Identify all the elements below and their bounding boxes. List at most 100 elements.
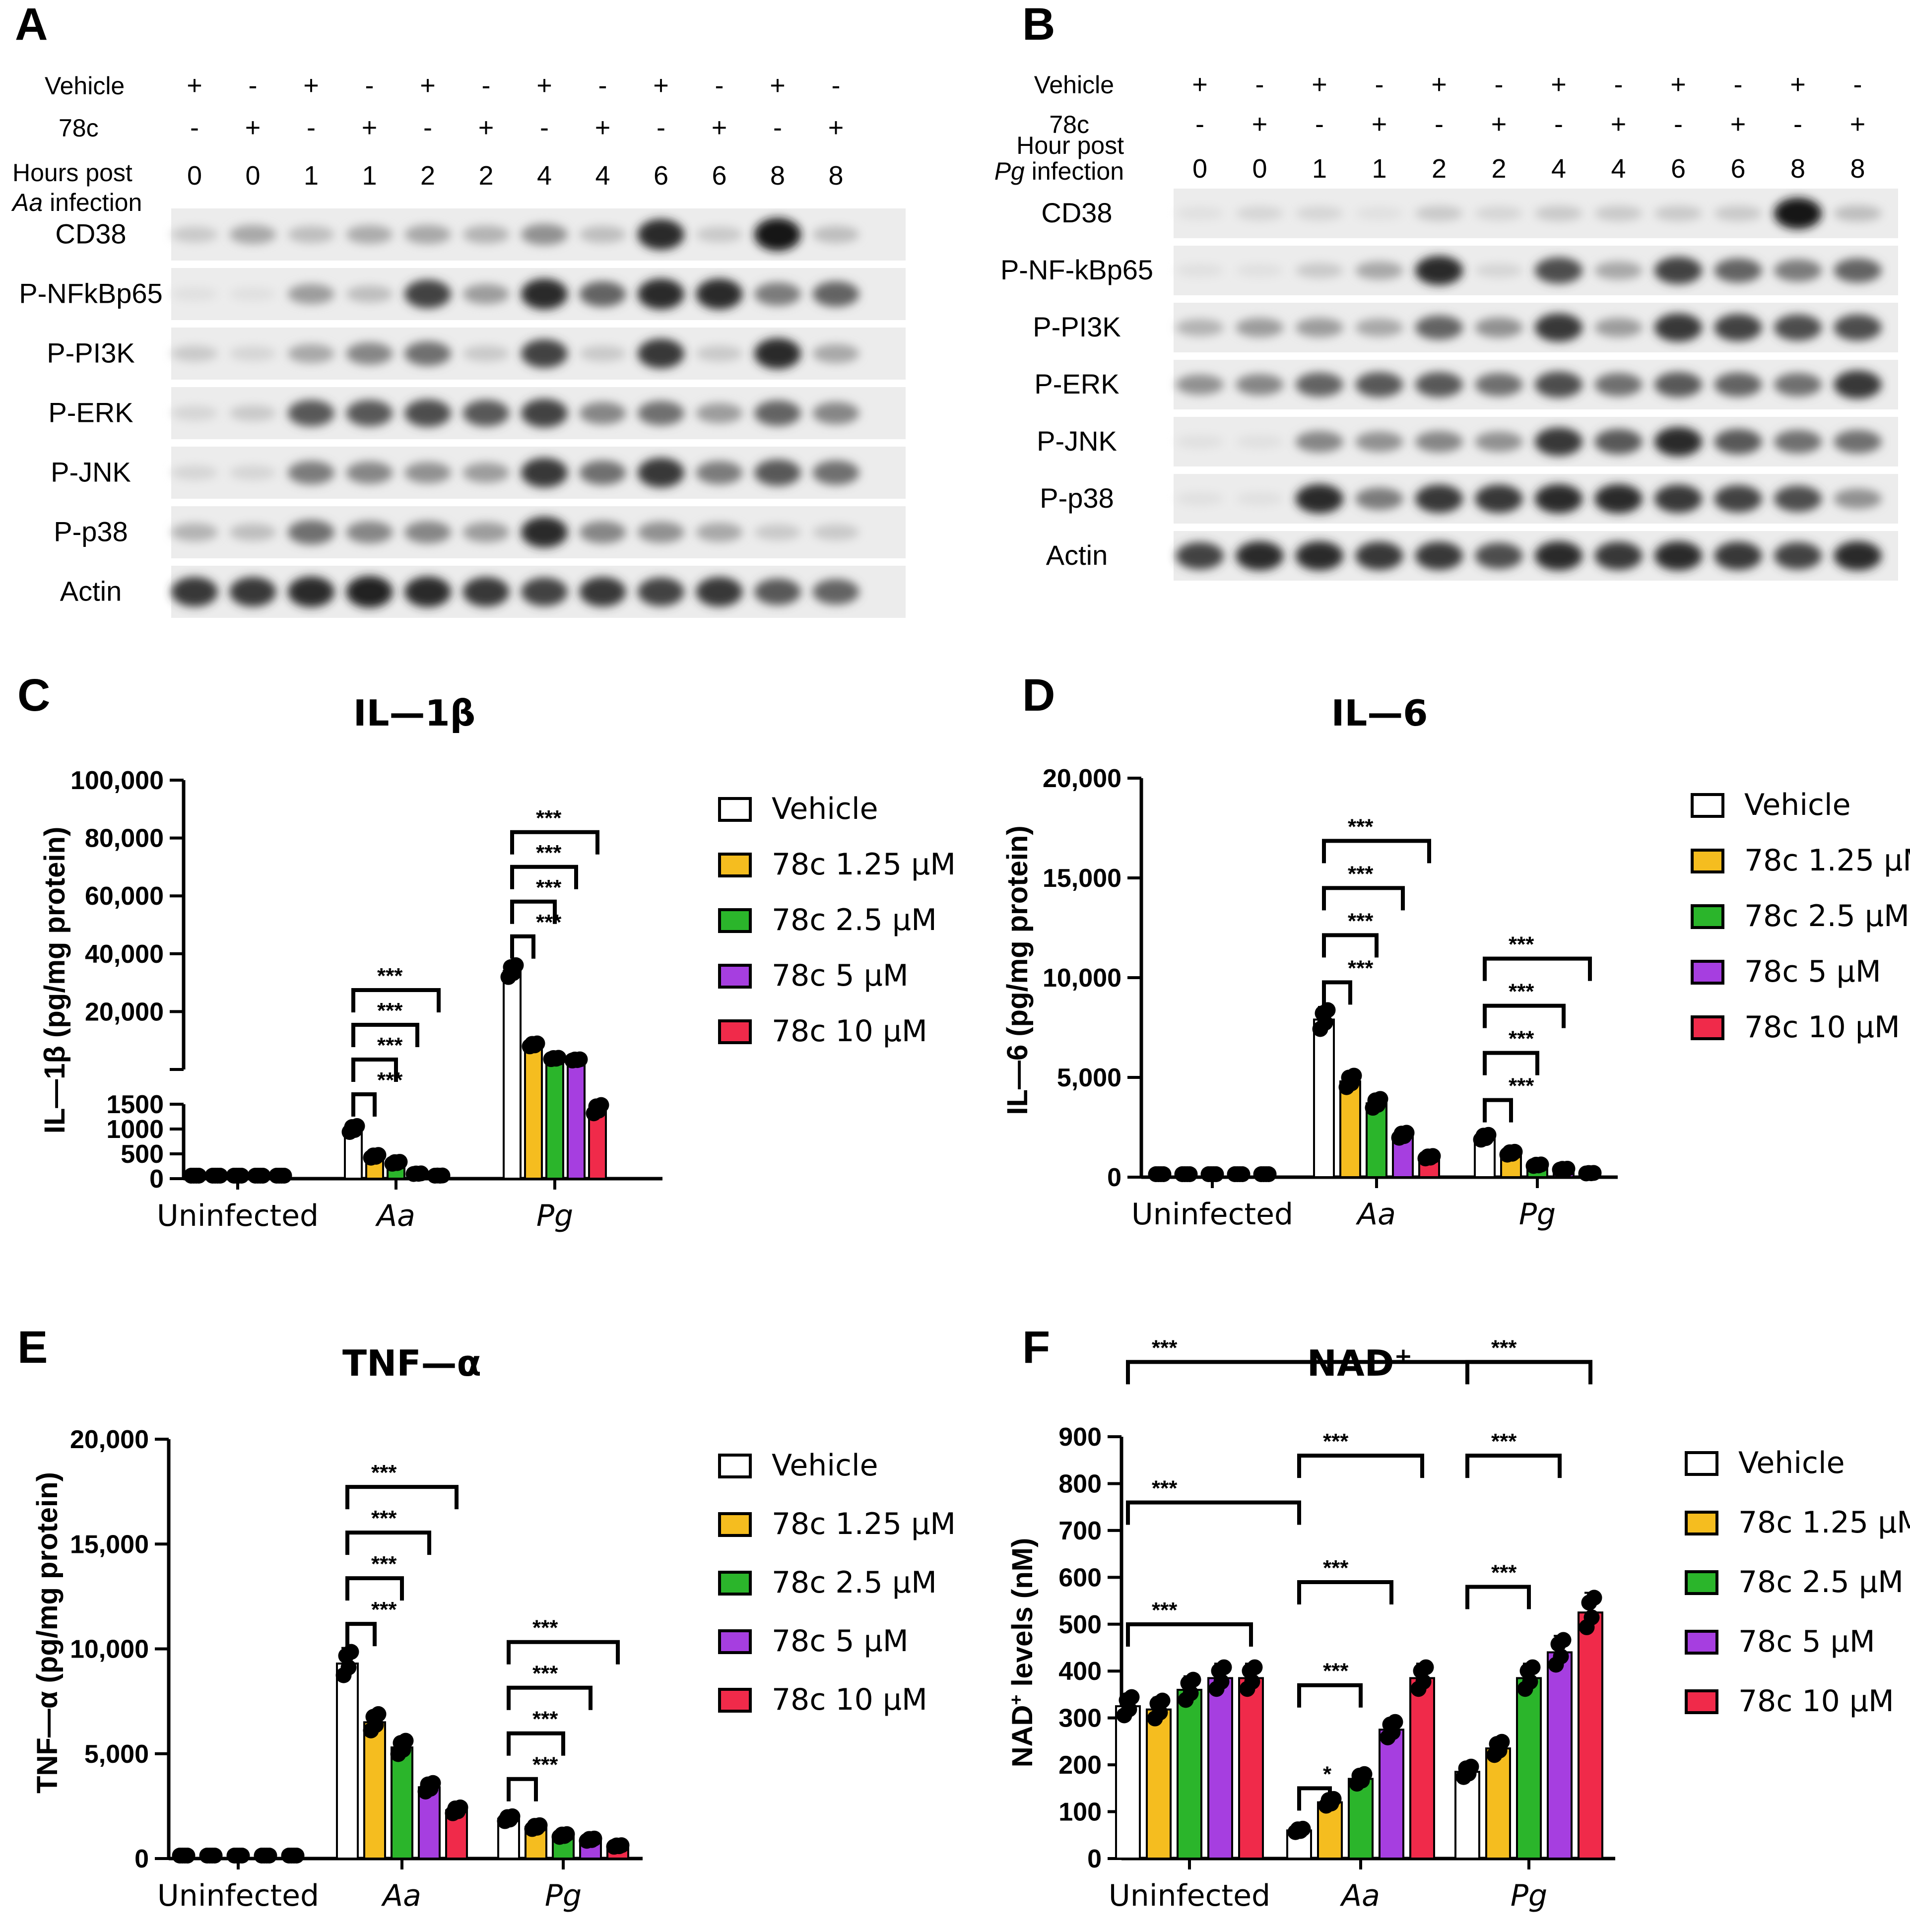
blot-band [1295,372,1344,397]
blot-band [462,463,510,483]
data-point [1480,1127,1497,1143]
hour-label: 1 [362,161,377,191]
x-category-label: Aa [1339,1878,1380,1913]
data-point [1185,1671,1201,1688]
compound-sign: - [190,113,199,142]
blot-band [404,279,451,309]
data-point [343,1644,359,1660]
bracket-line [351,988,441,1012]
blot-band [1534,371,1583,398]
compound-sign: + [245,113,261,142]
hour-label: 4 [1551,154,1566,184]
compound-sign: - [540,113,549,142]
legend-entry: Vehicle [772,792,878,826]
bracket-line [510,934,535,959]
blot-strip [1174,531,1898,581]
bar [1339,1080,1361,1179]
blot-band [288,520,334,545]
data-point [425,1775,441,1791]
data-point [1319,1002,1336,1018]
blot-band [1295,318,1344,337]
legend-entry: 78c 10 μM [1738,1684,1894,1719]
data-point [1234,1166,1251,1182]
data-point [572,1051,588,1067]
hour-label: 6 [654,161,668,191]
title-sup: + [1394,1343,1412,1369]
protein-label: P-NFkBp65 [19,278,162,309]
blot-band [638,521,684,543]
vehicle-sign: + [1670,69,1686,99]
significance-label: *** [377,1033,403,1058]
legend-entry: Vehicle [772,1448,878,1483]
blot-band [462,345,510,362]
hour-label: 0 [1192,154,1207,184]
significance-bracket: *** [507,1616,620,1665]
blot-strip [1174,417,1898,466]
blot-band [754,524,801,540]
data-point [1182,1166,1198,1182]
legend-swatch [718,1688,752,1713]
bracket-line [510,865,578,889]
significance-label: *** [1509,933,1534,957]
bracket-line [1483,1003,1566,1028]
blot-band [638,338,684,369]
bracket-line [1297,1580,1393,1605]
blot-band [812,579,859,605]
hour-label: 2 [1432,154,1447,184]
compound-sign: + [1372,109,1387,139]
data-point [1295,1820,1311,1837]
blot-band [1415,484,1463,513]
blot-strip [171,447,906,499]
blot-band [812,460,859,485]
legend-swatch [1685,1511,1718,1535]
significance-bracket: *** [345,1598,397,1647]
x-category-label: Aa [375,1199,415,1233]
vehicle-sign: - [832,70,841,100]
y-tick-label: 10,000 [70,1635,149,1664]
bracket-line [507,1731,565,1756]
blot-band [1654,313,1703,342]
blot-band [579,577,626,607]
blot-band [288,576,334,607]
chart-panel-E: E TNF—α TNF—α (pg/mg protein) 0 5,000 10,000 1… [17,1322,956,1913]
blot-band [1534,205,1583,221]
legend-swatch [1691,1015,1724,1040]
blot-band [521,577,568,606]
protein-label: CD38 [55,218,126,250]
significance-bracket: *** [345,1552,404,1601]
data-point [397,1732,414,1749]
blot-band [1714,372,1762,397]
blot-band [1176,435,1224,449]
blot-band [1774,430,1822,454]
hour-label: 2 [420,161,435,191]
blot-band [229,287,276,301]
bracket-line [1483,1098,1513,1123]
blot-band [404,399,451,427]
bar [1379,1729,1404,1860]
legend-swatch [718,1629,752,1654]
y-tick-label: 500 [121,1140,164,1169]
chart-title: TNF—α [342,1342,481,1384]
blot-strip [171,387,906,439]
data-point [1183,1685,1199,1701]
data-point [179,1848,196,1864]
blot-band [1774,373,1822,397]
bar [1409,1677,1435,1860]
legend-swatch [1691,960,1724,985]
blot-band [1176,374,1224,395]
blot-band [1594,261,1643,280]
hour-label: 6 [1671,154,1686,184]
blot-band [812,344,859,363]
hours-organism: Aa [11,189,43,216]
significance-bracket: *** [1483,1074,1534,1123]
y-tick-label: 80,000 [85,824,164,853]
bar [567,1059,586,1180]
bracket-line [1126,1500,1301,1525]
y-axis-label: TNF—α (pg/mg protein) [31,1472,64,1794]
protein-label: Actin [60,576,122,607]
blot-band [1594,318,1643,337]
blot-band [1236,435,1284,449]
blot-strip [1174,303,1898,352]
significance-label: *** [377,964,403,988]
